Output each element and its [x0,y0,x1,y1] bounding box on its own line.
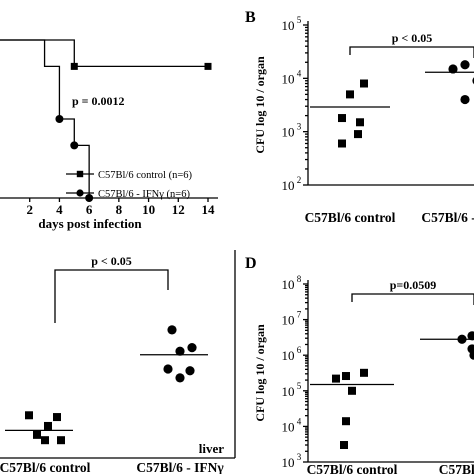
group-1-point [340,441,348,450]
series-line-1 [0,39,208,68]
x-tick-label: 4 [56,202,63,217]
y-tick-exponent: 7 [297,310,302,320]
significance-label: p < 0.05 [91,254,132,268]
y-tick-exponent: 2 [297,175,302,185]
group-1-point [25,411,33,420]
y-axis-label: CFU log 10 / organ [253,324,267,422]
y-tick-exponent: 4 [297,416,302,426]
group-2-point [460,60,470,70]
organ-label: liver [199,441,224,456]
panel-letter-b: B [245,9,256,26]
significance-label: p < 0.05 [392,31,433,45]
legend-label-1: C57Bl/6 control (n=6) [98,170,193,181]
group-1-point [354,130,362,139]
group-1-point [346,90,354,99]
legend-label-2: C57Bl/6 - IFNγ (n=6) [98,189,190,200]
y-tick-exponent: 3 [297,122,302,132]
significance-label: p=0.0509 [390,278,437,292]
y-tick-exponent: 8 [297,274,302,284]
panel-c-cfu-chart: C57Bl/6 control C57Bl/6 - IFNγ liver p < 0.… [0,250,236,474]
group-2-point [457,334,467,344]
group-1-point [338,114,346,123]
series-2-marker [55,115,64,123]
y-tick-exponent: 4 [297,68,302,78]
group-2-point [448,64,458,74]
group-1-point [53,413,61,422]
y-tick-label: 10 [282,71,295,86]
group-1-point [44,421,52,430]
group-1-point [348,386,356,395]
group-1-point [360,368,368,377]
group-2-point [185,366,195,376]
group-2-point [175,346,185,356]
panel-letter-d: D [245,255,257,272]
series-1-marker [204,62,212,70]
group-2-point [163,364,173,374]
group-2-point [187,343,197,353]
y-tick-exponent: 6 [297,345,302,355]
y-tick-label: 10 [282,125,295,140]
series-1-marker [70,62,78,70]
group-1-point [57,436,65,445]
group-1-point [360,79,368,88]
group-2-point [460,94,470,105]
legend-marker-1 [76,170,84,178]
y-tick-label: 10 [282,277,295,292]
x-tick-label: 12 [172,202,185,217]
group-1-point [33,430,41,439]
x-tick-label: 14 [202,202,216,217]
group-1-point [332,374,340,383]
y-tick-label: 10 [282,348,295,363]
legend-marker-2 [76,189,84,197]
x-tick-label: 6 [86,202,93,217]
y-tick-label: 10 [282,178,295,193]
group-2-point [467,331,474,341]
group-1-point [342,372,350,381]
p-value: p = 0.0012 [72,94,125,108]
panel-a-survival-chart: 2 4 6 8 10 12 14 days post infection p = 0.0012 C… [0,39,218,231]
x-axis-label: days post infection [38,216,142,231]
y-tick-label: 10 [282,384,295,399]
group-2-point [167,325,177,335]
y-tick-exponent: 3 [297,452,302,462]
group-1-point [338,139,346,148]
x-tick-label: 8 [116,202,123,217]
group-2-point [469,350,474,360]
category-label-2: C57Bl/6 - IFNγ [421,210,474,225]
category-label-1: C57Bl/6 control [305,210,396,225]
y-tick-label: 10 [282,313,295,328]
y-tick-exponent: 5 [297,381,302,391]
y-tick-label: 10 [282,18,295,33]
group-2-point [175,373,185,383]
category-label-2: C57Bl/6 [439,462,474,474]
x-tick-label: 2 [26,202,33,217]
category-label-2: C57Bl/6 - IFNγ [136,460,224,474]
group-1-point [356,118,364,127]
y-tick-label: 10 [282,419,295,434]
series-2-marker [70,141,79,150]
y-tick-exponent: 5 [297,15,302,25]
category-label-1: C57Bl/6 control [307,462,398,474]
series-2-marker [85,194,94,202]
group-1-point [342,417,350,426]
y-axis-label: CFU log 10 / organ [253,56,267,154]
y-tick-label: 10 [282,455,295,470]
significance-bracket [351,293,474,305]
significance-bracket [349,46,474,58]
category-label-1: C57Bl/6 control [0,460,91,474]
x-tick-label: 10 [142,202,155,217]
group-1-point [41,436,49,445]
significance-bracket [54,269,169,323]
